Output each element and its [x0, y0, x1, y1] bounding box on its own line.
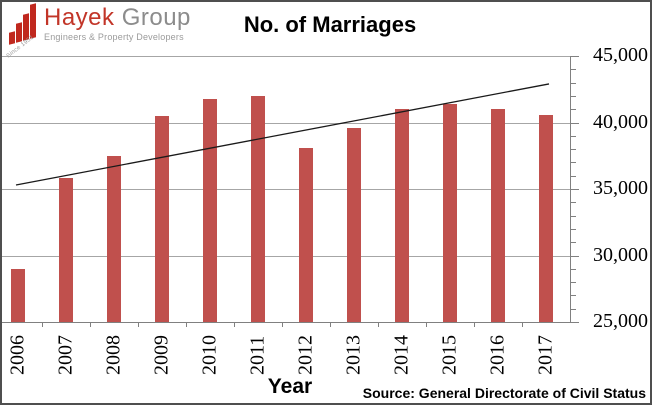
- y-axis-minor-tick: [571, 69, 576, 71]
- logo-bar-icon: [16, 22, 22, 43]
- logo-name-primary: Hayek: [44, 4, 115, 31]
- bar-2007: [59, 178, 73, 322]
- y-tick-label: 35,000: [593, 177, 648, 199]
- y-axis-minor-tick: [571, 109, 576, 111]
- x-tick-label: 2008: [102, 335, 125, 375]
- x-axis-tick: [42, 323, 43, 327]
- x-tick-label: 2017: [534, 335, 557, 375]
- y-axis-minor-tick: [571, 95, 576, 97]
- gridline-45000: [2, 56, 570, 57]
- y-axis-minor-tick: [571, 215, 576, 217]
- bar-2014: [395, 109, 409, 322]
- y-axis-minor-tick: [571, 189, 579, 190]
- y-axis-minor-tick: [571, 135, 576, 137]
- bar-2006: [11, 268, 25, 322]
- x-tick-label: 2013: [342, 335, 365, 375]
- gridline-35000: [2, 189, 570, 190]
- logo-bar-icon: [9, 31, 15, 45]
- x-axis-tick: [138, 323, 139, 327]
- x-tick-label: 2016: [486, 335, 509, 375]
- y-axis-minor-tick: [571, 268, 576, 270]
- x-axis-tick: [90, 323, 91, 327]
- x-tick-label: 2007: [54, 335, 77, 375]
- x-axis-tick: [426, 323, 427, 327]
- bar-2017: [539, 114, 553, 322]
- logo-name: Hayek Group: [44, 5, 191, 31]
- y-axis-minor-tick: [571, 56, 579, 57]
- y-tick-label: 25,000: [593, 310, 648, 332]
- gridline-25000: [2, 322, 570, 323]
- y-tick-label: 30,000: [593, 243, 648, 266]
- logo-text: Hayek Group Engineers & Property Develop…: [44, 5, 191, 43]
- y-axis-minor-tick: [571, 149, 576, 151]
- logo-name-secondary: Group: [121, 4, 191, 31]
- bar-2011: [251, 95, 265, 322]
- y-axis-minor-tick: [571, 175, 576, 177]
- x-tick-label: 2006: [6, 335, 29, 375]
- gridline-40000: [2, 122, 570, 124]
- x-axis-tick: [378, 323, 379, 327]
- gridline-30000: [2, 255, 570, 257]
- y-axis-minor-tick: [571, 255, 579, 257]
- bar-2015: [443, 103, 457, 322]
- y-axis-minor-tick: [571, 308, 576, 310]
- bar-2009: [155, 115, 169, 322]
- x-axis-tick: [474, 323, 475, 327]
- bar-2012: [299, 147, 313, 322]
- y-axis-minor-tick: [571, 282, 576, 284]
- y-axis-minor-tick: [571, 162, 576, 164]
- x-tick-label: 2009: [150, 335, 173, 375]
- x-tick-label: 2014: [390, 335, 413, 375]
- y-axis-minor-tick: [571, 295, 576, 297]
- source-note: Source: General Directorate of Civil Sta…: [362, 385, 646, 401]
- x-tick-label: 2011: [246, 335, 269, 375]
- y-axis-minor-tick: [571, 82, 576, 84]
- logo-bars-icon: Since 1951: [6, 3, 39, 60]
- y-axis-minor-tick: [571, 228, 576, 230]
- bar-2013: [347, 127, 361, 322]
- y-axis-minor-tick: [571, 202, 576, 204]
- x-axis-tick: [234, 323, 235, 327]
- x-axis-tick: [330, 323, 331, 327]
- bar-2008: [107, 155, 121, 322]
- x-tick-label: 2010: [198, 335, 221, 375]
- x-axis-tick: [186, 323, 187, 327]
- logo: Since 1951 Hayek Group Engineers & Prope…: [6, 3, 191, 60]
- x-axis-tick: [282, 323, 283, 327]
- x-axis-tick: [522, 323, 523, 327]
- logo-tagline: Engineers & Property Developers: [44, 32, 184, 42]
- y-tick-label: 45,000: [593, 44, 648, 66]
- chart-title: No. of Marriages: [243, 12, 417, 37]
- x-tick-label: 2015: [438, 335, 461, 375]
- y-axis-minor-tick: [571, 322, 579, 323]
- y-tick-label: 40,000: [593, 110, 648, 133]
- y-axis-line: [570, 56, 571, 323]
- y-axis-minor-tick: [571, 242, 576, 244]
- x-tick-label: 2012: [294, 335, 317, 375]
- y-axis-minor-tick: [571, 122, 579, 124]
- x-axis-title: Year: [267, 375, 313, 398]
- bar-2016: [491, 109, 505, 322]
- bar-2010: [203, 98, 217, 322]
